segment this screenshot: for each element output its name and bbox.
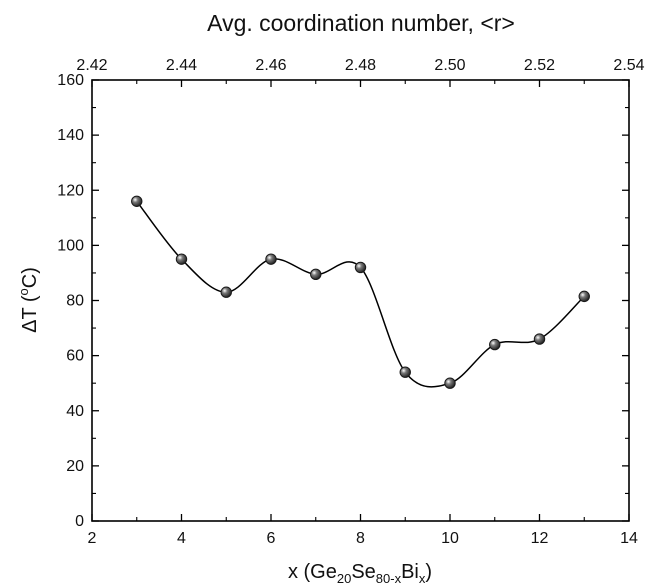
- data-point: [399, 366, 411, 378]
- y-tick-label: 100: [57, 237, 84, 254]
- top-axis-ticks: 2.42 2.44 2.46 2.48 2.50 2.52 2.54: [76, 57, 645, 87]
- y-tick-label: 140: [57, 127, 84, 144]
- x-axis-title-sub: x: [419, 571, 426, 586]
- fitted-curve: [136, 200, 585, 388]
- data-point: [175, 253, 188, 265]
- plot-frame: [91, 79, 630, 522]
- top-tick-label: 2.44: [166, 57, 197, 74]
- data-point: [220, 286, 232, 298]
- data-point: [533, 333, 546, 345]
- top-tick-label: 2.54: [613, 57, 644, 74]
- x-tick-label: 6: [267, 530, 276, 547]
- x-tick-label: 10: [441, 530, 459, 547]
- y-tick-label: 120: [57, 182, 84, 199]
- data-point: [265, 253, 277, 265]
- x-tick-label: 14: [620, 530, 638, 547]
- data-point: [354, 261, 367, 274]
- bottom-axis-ticks: 2 4 6 8 10 12 14: [88, 514, 638, 547]
- top-tick-label: 2.48: [345, 57, 376, 74]
- x-axis-title-sub: 80-x: [376, 571, 402, 586]
- x-tick-label: 8: [356, 530, 365, 547]
- data-point: [578, 290, 590, 303]
- x-tick-label: 2: [88, 530, 97, 547]
- y-axis-title-sup: o: [16, 288, 31, 295]
- x-axis-title: x (Ge20Se80-xBix): [288, 561, 432, 586]
- top-tick-label: 2.52: [524, 57, 555, 74]
- y-tick-label: 0: [75, 513, 84, 530]
- x-axis-title-part: ): [425, 561, 432, 583]
- y-tick-label: 160: [57, 72, 84, 89]
- y-axis-title: ΔT (oC): [16, 267, 41, 333]
- top-axis-title: Avg. coordination number, <r>: [207, 10, 515, 36]
- left-axis-ticks: 0 20 40 60 80 100 120 140 160: [57, 72, 99, 530]
- x-axis-title-sub: 20: [337, 571, 351, 586]
- y-tick-label: 20: [66, 458, 84, 475]
- top-tick-label: 2.42: [76, 57, 107, 74]
- right-axis-ticks: [622, 79, 629, 522]
- y-axis-title-part: C): [19, 267, 41, 288]
- data-point: [444, 377, 456, 389]
- data-point: [131, 195, 143, 207]
- y-tick-label: 60: [66, 348, 84, 365]
- y-axis-title-part: ΔT (: [19, 295, 41, 333]
- x-tick-label: 12: [531, 530, 549, 547]
- top-tick-label: 2.46: [255, 57, 286, 74]
- data-points: [131, 195, 590, 389]
- top-tick-label: 2.50: [434, 57, 465, 74]
- y-tick-label: 40: [66, 403, 84, 420]
- data-point: [489, 338, 501, 351]
- y-tick-label: 80: [66, 293, 84, 310]
- x-axis-title-part: x (Ge: [288, 561, 337, 583]
- x-axis-title-part: Bi: [401, 561, 419, 583]
- x-tick-label: 4: [177, 530, 186, 547]
- data-point: [310, 268, 322, 281]
- x-axis-title-part: Se: [351, 561, 375, 583]
